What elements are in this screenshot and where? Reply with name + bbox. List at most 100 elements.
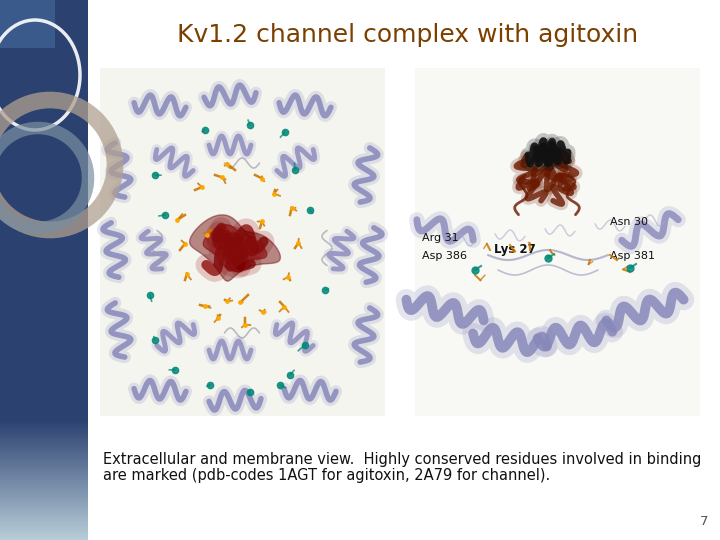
Bar: [0, 430, 88, 431]
Bar: [0, 463, 88, 464]
Bar: [0, 484, 88, 485]
Bar: [0, 528, 88, 529]
Bar: [0, 456, 88, 457]
Bar: [0, 510, 88, 511]
Bar: [0, 477, 88, 478]
Bar: [0, 506, 88, 507]
Bar: [0, 475, 88, 476]
Bar: [0, 523, 88, 524]
Bar: [0, 472, 88, 473]
Bar: [0, 459, 88, 460]
Bar: [0, 421, 88, 422]
Bar: [0, 442, 88, 443]
Bar: [0, 448, 88, 449]
Bar: [0, 529, 88, 530]
Bar: [0, 0, 55, 48]
Bar: [0, 520, 88, 521]
Bar: [0, 445, 88, 446]
Text: Lys 27: Lys 27: [494, 244, 536, 256]
Bar: [0, 535, 88, 536]
Bar: [0, 473, 88, 474]
Bar: [0, 495, 88, 496]
Bar: [0, 458, 88, 459]
Bar: [0, 428, 88, 429]
Bar: [0, 483, 88, 484]
Text: Arg 31: Arg 31: [422, 233, 459, 243]
Bar: [0, 429, 88, 430]
Bar: [0, 501, 88, 502]
Bar: [0, 505, 88, 506]
Bar: [0, 514, 88, 515]
Bar: [0, 525, 88, 526]
Bar: [0, 518, 88, 519]
Bar: [0, 537, 88, 538]
Text: Kv1.2 channel complex with agitoxin: Kv1.2 channel complex with agitoxin: [177, 23, 639, 47]
Bar: [0, 485, 88, 486]
Bar: [0, 471, 88, 472]
Bar: [0, 531, 88, 532]
Bar: [0, 431, 88, 432]
Bar: [0, 434, 88, 435]
Bar: [0, 461, 88, 462]
Bar: [0, 499, 88, 500]
Bar: [0, 515, 88, 516]
Bar: [0, 486, 88, 487]
Bar: [0, 433, 88, 434]
Bar: [0, 519, 88, 520]
Bar: [0, 453, 88, 454]
Bar: [0, 425, 88, 426]
Bar: [0, 534, 88, 535]
Bar: [0, 497, 88, 498]
Bar: [0, 494, 88, 495]
Bar: [0, 524, 88, 525]
Bar: [0, 455, 88, 456]
Bar: [0, 503, 88, 504]
Bar: [0, 424, 88, 425]
Bar: [0, 489, 88, 490]
Bar: [0, 443, 88, 444]
Bar: [0, 465, 88, 466]
Bar: [0, 435, 88, 436]
Bar: [0, 481, 88, 482]
Bar: [0, 427, 88, 428]
Bar: [0, 446, 88, 447]
Bar: [0, 482, 88, 483]
Bar: [0, 538, 88, 539]
Bar: [0, 530, 88, 531]
Bar: [0, 480, 88, 481]
Bar: [0, 470, 88, 471]
Bar: [0, 516, 88, 517]
Bar: [0, 492, 88, 493]
Bar: [0, 444, 88, 445]
Bar: [0, 504, 88, 505]
Bar: [0, 476, 88, 477]
Bar: [0, 432, 88, 433]
Bar: [0, 441, 88, 442]
Bar: [0, 479, 88, 480]
Bar: [0, 502, 88, 503]
Bar: [0, 496, 88, 497]
Bar: [0, 493, 88, 494]
Bar: [0, 469, 88, 470]
Bar: [0, 498, 88, 499]
Bar: [0, 491, 88, 492]
Bar: [0, 454, 88, 455]
Polygon shape: [203, 225, 267, 271]
Bar: [0, 522, 88, 523]
Bar: [0, 527, 88, 528]
Bar: [0, 536, 88, 537]
Bar: [0, 507, 88, 508]
Bar: [0, 487, 88, 488]
Bar: [100, 68, 385, 416]
Bar: [0, 517, 88, 518]
Bar: [0, 439, 88, 440]
Bar: [0, 451, 88, 452]
Bar: [0, 521, 88, 522]
Bar: [0, 449, 88, 450]
Bar: [0, 467, 88, 468]
Bar: [0, 500, 88, 501]
Bar: [0, 426, 88, 427]
Bar: [0, 526, 88, 527]
Bar: [0, 422, 88, 423]
Bar: [0, 490, 88, 491]
